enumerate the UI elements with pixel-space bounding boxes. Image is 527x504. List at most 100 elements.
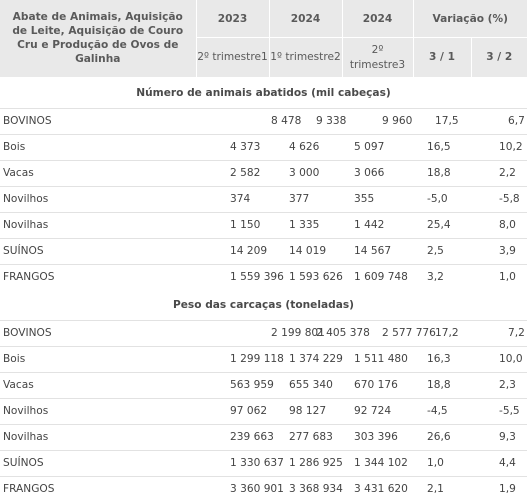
cell-value: 277 683 — [269, 423, 342, 450]
row-label: Novilhos — [0, 185, 196, 212]
cell-value: 2 577 776 — [342, 319, 436, 346]
cell-value: 2 405 378 — [269, 319, 370, 346]
cell-value: 26,6 — [413, 423, 471, 450]
cell-value: 17,2 — [413, 319, 471, 346]
table-row: FRANGOS 3 360 901 3 368 934 3 431 620 2,1 1,9 — [0, 475, 527, 502]
cell-value: 1 286 925 — [269, 449, 343, 476]
cell-value: 4,4 — [471, 449, 527, 476]
table-row: Novilhos 97 062 98 127 92 724 -4,5 -5,5 — [0, 397, 527, 424]
cell-value: 2 199 801 — [196, 319, 325, 346]
table-row: FRANGOS 1 559 396 1 593 626 1 609 748 3,2 1,0 — [0, 263, 527, 290]
row-label: SUÍNOS — [0, 237, 196, 264]
cell-value: 3,9 — [471, 237, 527, 264]
row-label: FRANGOS — [0, 263, 196, 290]
cell-value: 17,5 — [413, 107, 471, 134]
cell-value: -5,8 — [471, 185, 527, 212]
table-title: Abate de Animais, Aquisição de Leite, Aq… — [0, 0, 197, 78]
cell-value: 2,1 — [413, 475, 471, 502]
cell-value: 1,9 — [471, 475, 527, 502]
cell-value: 8 478 — [196, 107, 301, 134]
cell-value: 1 593 626 — [269, 263, 343, 290]
table-row: Novilhos 374 377 355 -5,0 -5,8 — [0, 185, 527, 212]
cell-value: 5 097 — [342, 133, 413, 160]
cell-value: 92 724 — [342, 397, 413, 424]
period-header: 2º trimestre3 — [342, 37, 414, 77]
cell-value: 14 209 — [196, 237, 269, 264]
cell-value: -4,5 — [413, 397, 471, 424]
cell-value: 2,5 — [413, 237, 471, 264]
cell-value: -5,0 — [413, 185, 471, 212]
cell-value: 374 — [196, 185, 269, 212]
cell-value: 25,4 — [413, 211, 471, 238]
ratio-header: 3 / 2 — [471, 37, 527, 77]
row-label: Vacas — [0, 159, 196, 186]
variation-header: Variação (%) — [413, 0, 527, 38]
cell-value: 1 344 102 — [342, 449, 413, 476]
row-label: Bois — [0, 345, 196, 372]
row-label: FRANGOS — [0, 475, 196, 502]
cell-value: 1 442 — [342, 211, 413, 238]
cell-value: -5,5 — [471, 397, 527, 424]
cell-value: 1,0 — [413, 449, 471, 476]
cell-value: 1 335 — [269, 211, 342, 238]
cell-value: 1 559 396 — [196, 263, 284, 290]
cell-value: 8,0 — [471, 211, 527, 238]
cell-value: 1 299 118 — [196, 345, 284, 372]
row-label: SUÍNOS — [0, 449, 196, 476]
table-row: BOVINOS 8 478 9 338 9 960 17,5 6,7 — [0, 107, 527, 134]
cell-value: 2 582 — [196, 159, 269, 186]
table-row: SUÍNOS 1 330 637 1 286 925 1 344 102 1,0 4,4 — [0, 449, 527, 476]
table-row: Bois 4 373 4 626 5 097 16,5 10,2 — [0, 133, 527, 160]
year-header: 2023 — [196, 0, 270, 38]
table-row: BOVINOS 2 199 801 2 405 378 2 577 776 17,2 7,… — [0, 319, 527, 346]
cell-value: 1 511 480 — [342, 345, 413, 372]
cell-value: 303 396 — [342, 423, 413, 450]
cell-value: 16,5 — [413, 133, 471, 160]
year-header: 2024 — [342, 0, 414, 38]
cell-value: 239 663 — [196, 423, 274, 450]
cell-value: 377 — [269, 185, 342, 212]
section-row: Número de animais abatidos (mil cabeças) — [0, 77, 527, 108]
table-row: Vacas 2 582 3 000 3 066 18,8 2,2 — [0, 159, 527, 186]
row-label: BOVINOS — [0, 107, 196, 134]
cell-value: 10,2 — [471, 133, 527, 160]
cell-value: 670 176 — [342, 371, 413, 398]
cell-value: 9 960 — [342, 107, 413, 134]
ratio-header: 3 / 1 — [413, 37, 472, 77]
table-row: Vacas 563 959 655 340 670 176 18,8 2,3 — [0, 371, 527, 398]
cell-value: 16,3 — [413, 345, 471, 372]
cell-value: 3 066 — [342, 159, 413, 186]
cell-value: 2,2 — [471, 159, 527, 186]
row-label: Bois — [0, 133, 196, 160]
cell-value: 1,0 — [471, 263, 527, 290]
cell-value: 655 340 — [269, 371, 342, 398]
cell-value: 3 000 — [269, 159, 342, 186]
row-label: Novilhas — [0, 423, 196, 450]
period-header: 2º trimestre1 — [196, 37, 270, 77]
cell-value: 1 374 229 — [269, 345, 343, 372]
row-label: Novilhos — [0, 397, 196, 424]
cell-value: 6,7 — [471, 107, 527, 134]
section-title: Número de animais abatidos (mil cabeças) — [136, 86, 391, 99]
table-header: Abate de Animais, Aquisição de Leite, Aq… — [0, 0, 527, 78]
cell-value: 4 626 — [269, 133, 342, 160]
cell-value: 4 373 — [196, 133, 269, 160]
cell-value: 2,3 — [471, 371, 527, 398]
cell-value: 563 959 — [196, 371, 274, 398]
cell-value: 355 — [342, 185, 413, 212]
row-label: BOVINOS — [0, 319, 196, 346]
cell-value: 18,8 — [413, 371, 471, 398]
table-row: Novilhas 1 150 1 335 1 442 25,4 8,0 — [0, 211, 527, 238]
table-row: Bois 1 299 118 1 374 229 1 511 480 16,3 10,0 — [0, 345, 527, 372]
row-label: Novilhas — [0, 211, 196, 238]
cell-value: 10,0 — [471, 345, 527, 372]
table-row: SUÍNOS 14 209 14 019 14 567 2,5 3,9 — [0, 237, 527, 264]
row-label: Vacas — [0, 371, 196, 398]
cell-value: 3 360 901 — [196, 475, 284, 502]
cell-value: 9 338 — [269, 107, 346, 134]
cell-value: 3 368 934 — [269, 475, 343, 502]
cell-value: 3 431 620 — [342, 475, 413, 502]
section-title: Peso das carcaças (toneladas) — [172, 298, 355, 311]
cell-value: 18,8 — [413, 159, 471, 186]
